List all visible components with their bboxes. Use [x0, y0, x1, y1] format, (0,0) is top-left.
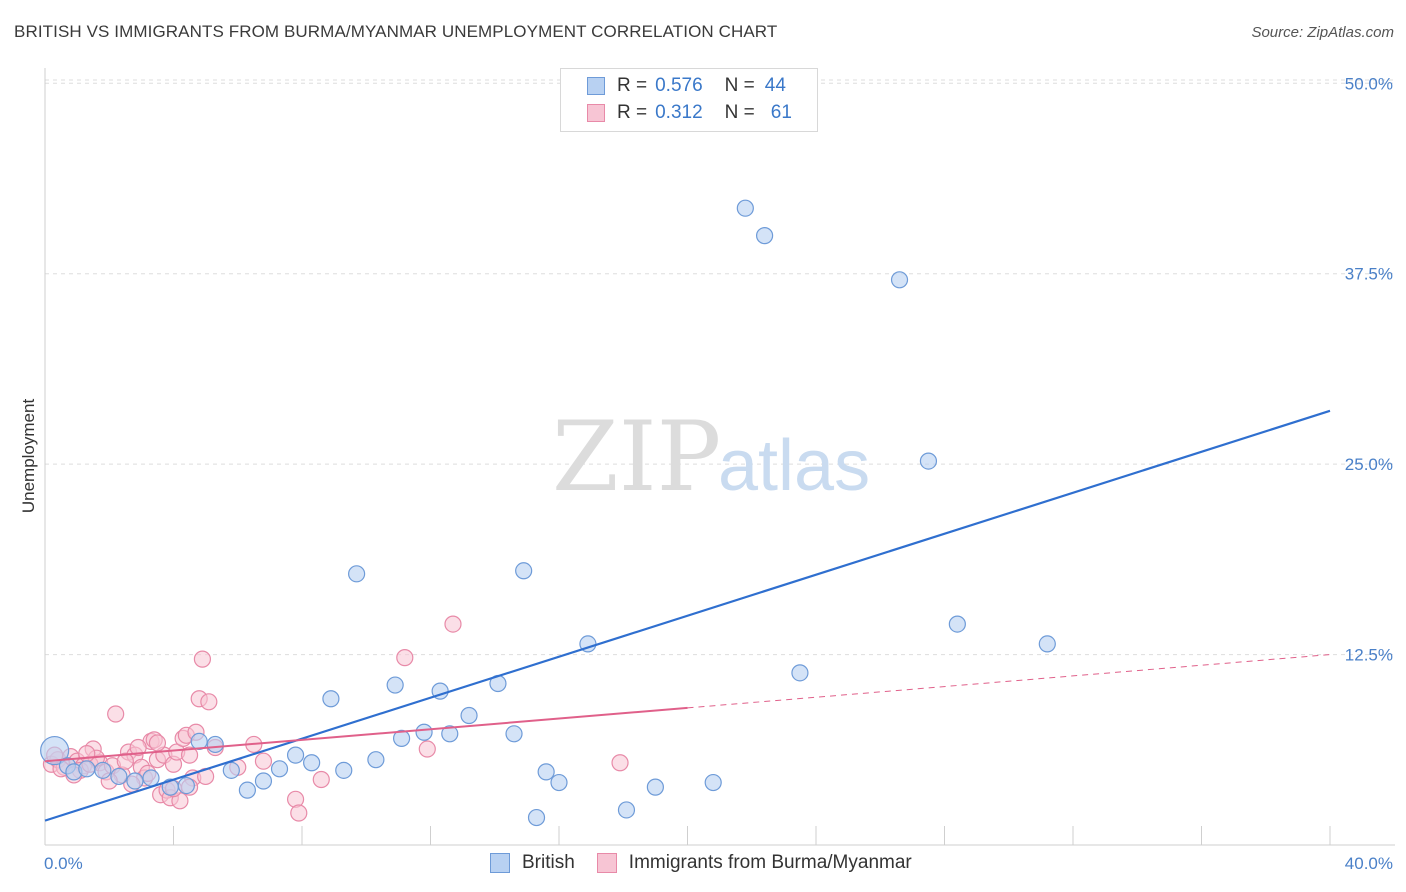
point-british — [238, 781, 256, 799]
y-axis-label: Unemployment — [19, 399, 38, 514]
point-british — [617, 801, 636, 819]
bottom-legend-swatch-british — [490, 853, 510, 873]
legend-n-label: N = — [724, 75, 755, 96]
bottom-legend-british[interactable]: British — [490, 852, 575, 874]
legend-row-british: R = 0.576 N = 44 — [587, 75, 786, 97]
source-label: Source: ZipAtlas.com — [1251, 24, 1394, 41]
point-british — [348, 565, 366, 583]
point-british — [919, 452, 938, 470]
point-british — [303, 754, 321, 772]
bottom-legend-burma[interactable]: Immigrants from Burma/Myanmar — [596, 852, 912, 874]
point-british — [791, 664, 809, 682]
point-burma — [312, 770, 330, 789]
point-british — [1038, 635, 1056, 653]
point-burma — [290, 804, 308, 822]
point-british — [948, 615, 966, 633]
point-burma — [116, 752, 134, 770]
point-british — [550, 773, 568, 792]
bottom-legend-label-burma: Immigrants from Burma/Myanmar — [628, 852, 912, 873]
point-british — [110, 767, 128, 786]
trend-lines — [44, 409, 1331, 822]
point-burma — [396, 649, 414, 667]
point-british — [286, 746, 305, 764]
point-burma — [418, 740, 436, 758]
chart-title: BRITISH VS IMMIGRANTS FROM BURMA/MYANMAR… — [14, 22, 778, 41]
legend-box: R = 0.576 N = 44 R = 0.312 N = 61 — [560, 68, 818, 132]
point-british — [392, 729, 411, 747]
legend-n-value-burma: 61 — [770, 102, 792, 123]
legend-r-label: R = — [617, 75, 648, 96]
y-tick-label: 25.0% — [1345, 455, 1393, 474]
point-british — [386, 676, 404, 694]
point-british — [222, 761, 240, 779]
point-british — [755, 227, 774, 245]
axes — [44, 68, 1395, 846]
point-burma — [180, 746, 199, 764]
point-burma — [148, 734, 167, 752]
point-burma — [444, 615, 462, 633]
y-tick-labels: 12.5% 25.0% 37.5% 50.0% — [1345, 74, 1393, 664]
legend-n-value-british: 44 — [764, 75, 786, 96]
point-british — [460, 706, 478, 725]
y-tick-label: 12.5% — [1345, 646, 1393, 665]
point-british — [505, 725, 523, 743]
point-british — [126, 772, 144, 790]
point-burma — [200, 693, 218, 711]
point-british — [646, 778, 664, 796]
series-burma-points — [42, 615, 629, 822]
point-british — [890, 271, 909, 289]
trend-line-british — [44, 409, 1331, 822]
legend-n-label: N = — [724, 102, 755, 123]
point-burma — [107, 705, 125, 723]
legend-r-label: R = — [617, 102, 648, 123]
trend-line-burma — [44, 706, 688, 763]
grid-lines — [45, 79, 1395, 656]
watermark-atlas: atlas — [718, 426, 870, 506]
point-british — [537, 763, 555, 781]
legend-r-value-burma: 0.312 — [655, 102, 703, 123]
point-british — [441, 725, 459, 743]
legend-swatch-british — [587, 77, 605, 95]
bottom-legend-label-british: British — [522, 852, 575, 873]
point-burma — [611, 754, 629, 772]
point-british — [704, 773, 722, 792]
y-tick-label: 37.5% — [1345, 265, 1393, 284]
point-british — [736, 199, 754, 217]
point-british — [515, 562, 533, 580]
point-british — [270, 760, 289, 778]
x-tick-left: 0.0% — [44, 854, 83, 873]
point-british — [78, 760, 96, 778]
point-british — [206, 735, 224, 754]
bottom-legend: British Immigrants from Burma/Myanmar — [490, 852, 934, 874]
point-british — [527, 808, 546, 827]
legend-row-burma: R = 0.312 N = 61 — [587, 102, 792, 124]
point-burma — [193, 650, 212, 668]
point-british — [415, 723, 433, 741]
point-burma — [129, 738, 147, 757]
point-british — [177, 776, 195, 795]
point-british — [367, 751, 385, 769]
point-british — [94, 761, 112, 779]
point-british — [322, 690, 340, 708]
point-british — [335, 761, 353, 779]
legend-r-value-british: 0.576 — [655, 75, 703, 96]
watermark-zip: ZIP — [552, 401, 721, 513]
bottom-legend-swatch-burma — [596, 853, 617, 873]
point-burma — [254, 752, 273, 770]
trend-line-burma-extension — [687, 654, 1331, 709]
legend-swatch-burma — [587, 104, 605, 122]
point-british — [40, 735, 70, 766]
point-british — [254, 772, 273, 790]
point-british — [142, 769, 160, 787]
y-tick-label: 50.0% — [1345, 74, 1393, 93]
x-tick-right: 40.0% — [1345, 854, 1393, 873]
